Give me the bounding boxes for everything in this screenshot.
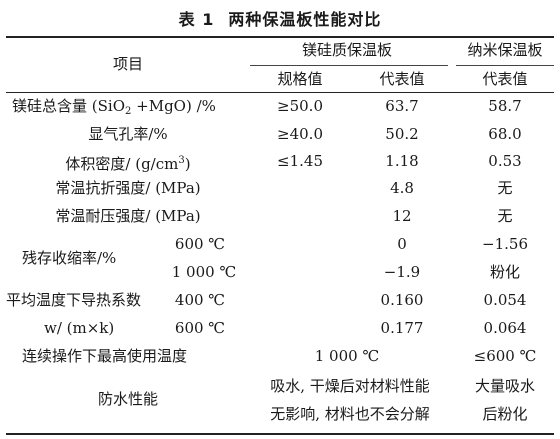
- cell-sio2-spec: ≥50.0: [277, 97, 323, 115]
- row-label-porosity: 显气孔率/%: [88, 125, 168, 143]
- cell-waterproof-nano-2: 后粉化: [482, 405, 528, 423]
- row-label-flexural: 常温抗折强度/ (MPa): [55, 179, 201, 197]
- cell-conductivity-temp-1: 400 ℃: [174, 291, 226, 309]
- cell-shrinkage-mgsi-1: 0: [397, 235, 407, 253]
- cell-shrinkage-temp-1: 600 ℃: [174, 235, 226, 253]
- cell-max-temp-nano: ≤600 ℃: [473, 347, 537, 365]
- header-rep-value-nano: 代表值: [482, 70, 528, 88]
- cell-porosity-nano: 68.0: [488, 125, 522, 143]
- cell-conductivity-nano-1: 0.054: [483, 291, 527, 309]
- header-item: 项目: [112, 55, 144, 73]
- cell-sio2-mgsi: 63.7: [385, 97, 419, 115]
- top-rule: [6, 36, 554, 38]
- cell-conductivity-temp-2: 600 ℃: [174, 319, 226, 337]
- cell-max-temp-mgsi: 1 000 ℃: [314, 347, 380, 365]
- cell-sio2-nano: 58.7: [488, 97, 522, 115]
- row-label-conductivity-1: 平均温度下导热系数: [6, 291, 142, 309]
- cell-flexural-nano: 无: [497, 179, 513, 197]
- header-group-mgsi: 镁硅质保温板: [301, 41, 393, 59]
- cell-shrinkage-nano-1: −1.56: [482, 235, 528, 253]
- group-underline-nano: [456, 65, 554, 66]
- header-rule: [6, 92, 554, 93]
- row-label-waterproof: 防水性能: [97, 390, 159, 408]
- cell-conductivity-nano-2: 0.064: [483, 319, 527, 337]
- header-group-nano: 纳米保温板: [467, 41, 543, 59]
- cell-waterproof-mgsi-2: 无影响, 材料也不会分解: [270, 405, 430, 423]
- cell-conductivity-mgsi-1: 0.160: [380, 291, 424, 309]
- table-title: 两种保温板性能对比: [228, 10, 382, 29]
- cell-shrinkage-temp-2: 1 000 ℃: [171, 263, 237, 281]
- header-spec-value: 规格值: [277, 70, 323, 88]
- cell-porosity-spec: ≥40.0: [277, 125, 323, 143]
- group-underline-mgsi: [250, 65, 448, 66]
- cell-conductivity-mgsi-2: 0.177: [380, 319, 424, 337]
- row-label-max-temp: 连续操作下最高使用温度: [22, 347, 188, 365]
- cell-shrinkage-mgsi-2: −1.9: [383, 263, 421, 281]
- table-number: 表 1: [178, 10, 215, 29]
- header-rep-value-mgsi: 代表值: [379, 70, 425, 88]
- cell-density-nano: 0.53: [488, 152, 522, 170]
- bottom-rule: [6, 433, 554, 435]
- cell-porosity-mgsi: 50.2: [385, 125, 419, 143]
- row-label-density: 体积密度/ (g/cm3): [65, 155, 191, 173]
- row-label-conductivity-unit: w/ (m×k): [44, 319, 115, 337]
- cell-waterproof-mgsi-1: 吸水, 干燥后对材料性能: [270, 377, 430, 395]
- cell-density-spec: ≤1.45: [277, 152, 323, 170]
- cell-waterproof-nano-1: 大量吸水: [474, 377, 536, 395]
- row-label-sio2-mgo: 镁硅总含量 (SiO2 +MgO) /%: [12, 97, 216, 117]
- cell-compressive-mgsi: 12: [392, 207, 412, 225]
- cell-density-mgsi: 1.18: [385, 152, 419, 170]
- cell-shrinkage-nano-2: 粉化: [489, 263, 521, 281]
- cell-flexural-mgsi: 4.8: [390, 179, 414, 197]
- cell-compressive-nano: 无: [497, 207, 513, 225]
- row-label-shrinkage: 残存收缩率/%: [22, 249, 117, 267]
- row-label-compressive: 常温耐压强度/ (MPa): [55, 207, 201, 225]
- table-caption: 表 1 两种保温板性能对比: [0, 6, 560, 30]
